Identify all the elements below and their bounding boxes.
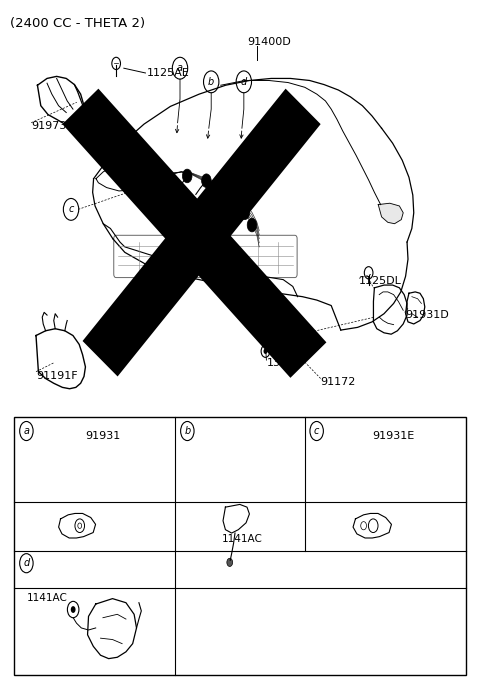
- Circle shape: [247, 218, 257, 232]
- Circle shape: [182, 169, 192, 183]
- Text: 1125AE: 1125AE: [146, 68, 189, 78]
- Text: 91400D: 91400D: [247, 38, 291, 47]
- Text: a: a: [177, 63, 183, 73]
- Text: 91973X: 91973X: [31, 121, 74, 131]
- Text: 91191F: 91191F: [36, 372, 78, 381]
- Polygon shape: [83, 89, 321, 376]
- Circle shape: [264, 349, 267, 354]
- Text: b: b: [184, 426, 191, 436]
- Text: (2400 CC - THETA 2): (2400 CC - THETA 2): [10, 17, 145, 30]
- Text: 1141AC: 1141AC: [222, 534, 263, 544]
- Circle shape: [227, 559, 233, 567]
- Text: 1125DL: 1125DL: [359, 276, 402, 286]
- Circle shape: [163, 172, 173, 186]
- Polygon shape: [62, 89, 326, 378]
- Text: 91172: 91172: [321, 377, 356, 387]
- Circle shape: [218, 183, 228, 196]
- Text: 91931: 91931: [85, 432, 120, 441]
- Polygon shape: [378, 203, 403, 224]
- Circle shape: [230, 194, 240, 208]
- Text: b: b: [208, 77, 215, 87]
- Text: d: d: [240, 77, 247, 87]
- Text: a: a: [24, 426, 29, 436]
- Circle shape: [202, 174, 211, 188]
- Text: 91931D: 91931D: [406, 310, 449, 320]
- Circle shape: [71, 606, 75, 613]
- Text: d: d: [23, 558, 30, 568]
- Circle shape: [240, 206, 250, 220]
- Text: c: c: [68, 205, 74, 214]
- Text: 13396: 13396: [266, 358, 301, 368]
- Bar: [14, 417, 466, 675]
- Text: 1141AC: 1141AC: [26, 593, 67, 603]
- Text: 91931E: 91931E: [372, 432, 414, 441]
- Text: c: c: [314, 426, 319, 436]
